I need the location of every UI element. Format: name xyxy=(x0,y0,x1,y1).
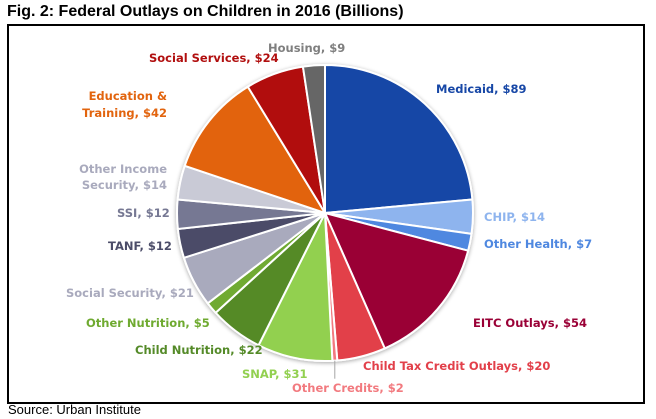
pie-slice-eitc-outlays xyxy=(323,211,470,350)
chart-title: Fig. 2: Federal Outlays on Children in 2… xyxy=(7,3,404,20)
slice-label: Other Nutrition, $5 xyxy=(86,316,210,330)
slice-label: Other Health, $7 xyxy=(484,237,592,251)
pie-slice-medicaid xyxy=(324,63,474,215)
slice-label: Social Security, $21 xyxy=(66,286,194,300)
slice-label: Child Tax Credit Outlays, $20 xyxy=(363,359,550,373)
slice-label: Child Nutrition, $22 xyxy=(135,343,263,357)
slice-label: Social Services, $24 xyxy=(149,51,279,65)
slice-labels: Medicaid, $89 CHIP, $14 Other Health, $7 EI… xyxy=(66,41,592,395)
pie-slices xyxy=(176,63,474,362)
slice-label: Housing, $9 xyxy=(268,41,345,55)
slice-label-line: Security, $14 xyxy=(82,178,167,192)
slice-label: CHIP, $14 xyxy=(484,210,545,224)
slice-label: SNAP, $31 xyxy=(242,367,308,381)
slice-label: EITC Outlays, $54 xyxy=(473,316,587,330)
slice-label-line: Education & xyxy=(89,89,167,103)
slice-label: Medicaid, $89 xyxy=(436,82,527,96)
slice-label-line: Training, $42 xyxy=(82,106,167,120)
slice-label-line: Other Income xyxy=(79,162,167,176)
slice-label: SSI, $12 xyxy=(117,206,170,220)
slice-label: TANF, $12 xyxy=(108,239,172,253)
pie-slice-housing xyxy=(301,63,326,214)
slice-label: Other Credits, $2 xyxy=(292,381,404,395)
chart-frame xyxy=(7,24,645,404)
slice-label: Education & Training, $42 xyxy=(82,89,167,120)
slice-label: Other Income Security, $14 xyxy=(79,162,167,192)
pie-slice-education-training xyxy=(183,85,328,215)
source-note: Source: Urban Institute xyxy=(8,402,141,417)
